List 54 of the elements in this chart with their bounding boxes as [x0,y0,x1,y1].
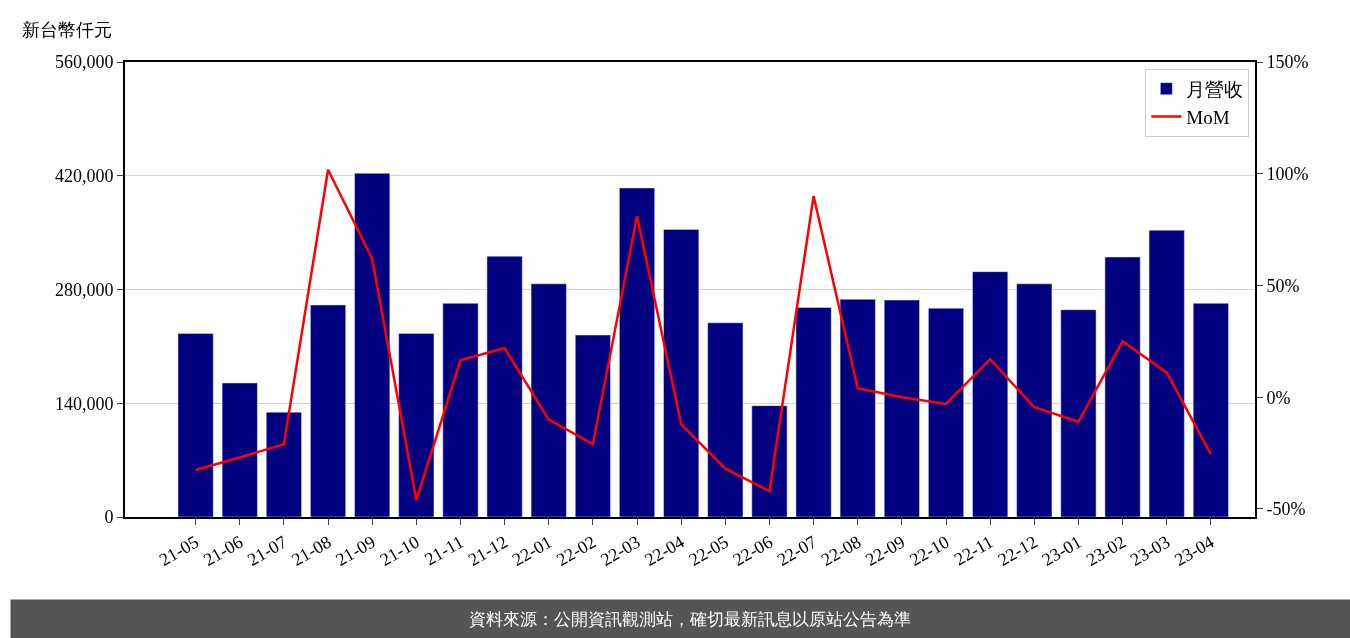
bar [839,299,876,517]
x-tick-label: 22-04 [641,531,688,570]
y-tick-label: 560,000 [54,52,114,73]
x-tick-label: 21-11 [421,531,467,570]
y-tick-label: 420,000 [54,166,114,187]
bar [398,333,435,517]
bar [442,303,479,517]
bar [1148,229,1185,517]
x-tick-label: 21-09 [332,531,379,570]
bar [574,334,611,517]
y2-tick-label: -50% [1266,499,1306,520]
x-tick-label: 22-06 [729,531,776,570]
y2-tick-label: 150% [1266,52,1309,73]
y-tick-label: 140,000 [54,393,114,414]
bar [221,382,258,517]
x-tick-label: 22-02 [553,531,600,570]
y-axis-title: 新台幣仟元 [22,20,112,40]
x-tick-label: 21-08 [288,531,335,570]
x-tick-label: 22-12 [994,531,1041,570]
bar [707,322,744,517]
x-tick-label: 21-10 [376,531,423,570]
bar [354,173,391,517]
bar [486,255,523,517]
x-tick-label: 22-08 [817,531,865,570]
bar [1192,303,1229,517]
bar [1060,309,1097,517]
bar [928,307,964,517]
y2-tick-label: 0% [1266,387,1291,408]
bar [177,333,214,517]
legend-label: 月營收 [1186,79,1244,101]
x-tick-label: 23-01 [1038,531,1085,570]
source-note: 資料來源：公開資訊觀測站，確切最新訊息以原站公告為準 [469,609,911,629]
bar [795,307,832,517]
x-tick-label: 22-09 [862,531,909,570]
bar [751,405,788,517]
line-series [194,168,1213,502]
legend-label: MoM [1186,106,1230,128]
bar [1104,256,1141,517]
y2-tick-label: 50% [1266,275,1300,296]
y-tick-label: 0 [104,507,114,528]
x-tick-label: 22-11 [950,531,997,570]
bar [266,411,302,517]
y-tick-label: 280,000 [54,279,114,300]
x-tick-label: 22-05 [685,531,732,570]
bar [1016,283,1053,517]
bar [883,299,920,517]
bar [530,283,567,517]
bar [310,304,346,517]
x-tick-label: 22-03 [597,531,644,570]
bar [619,187,655,517]
x-tick-label: 22-10 [906,531,953,570]
bar [972,271,1009,517]
y2-tick-label: 100% [1266,164,1309,185]
bar [663,229,700,517]
